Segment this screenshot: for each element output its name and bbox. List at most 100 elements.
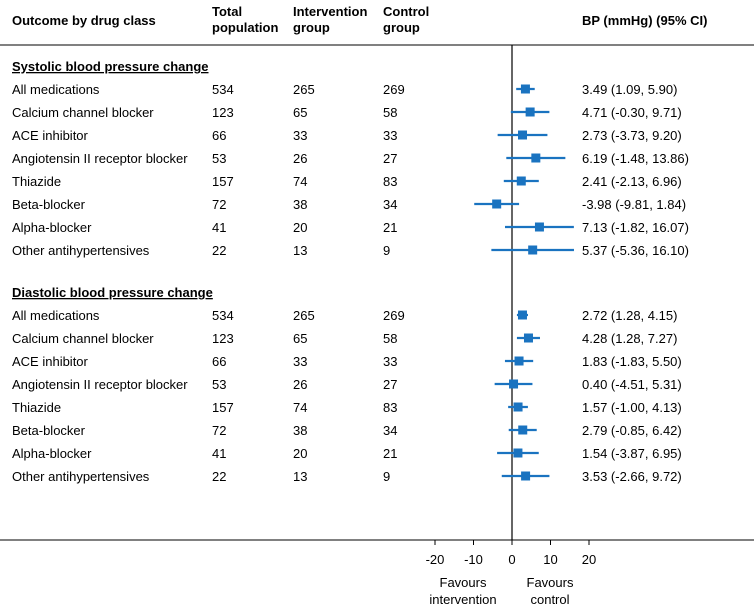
row-total: 157 xyxy=(212,174,234,189)
row-ci-text: 2.79 (-0.85, 6.42) xyxy=(582,423,682,438)
row-label: Angiotensin II receptor blocker xyxy=(12,151,188,166)
header-ci: BP (mmHg) (95% CI) xyxy=(582,13,707,28)
row-control: 34 xyxy=(383,423,397,438)
forest-row: Calcium channel blocker 123 65 58 4.71 (-0.3… xyxy=(12,105,682,120)
x-axis-ticks: -20 -10 0 10 20 xyxy=(426,540,596,567)
row-total: 157 xyxy=(212,400,234,415)
row-label: Alpha-blocker xyxy=(12,220,92,235)
row-total: 123 xyxy=(212,105,234,120)
row-label: Angiotensin II receptor blocker xyxy=(12,377,188,392)
row-label: Thiazide xyxy=(12,174,61,189)
row-control: 33 xyxy=(383,128,397,143)
row-total: 534 xyxy=(212,82,234,97)
row-total: 22 xyxy=(212,469,226,484)
favours-intervention-line2: intervention xyxy=(429,592,496,607)
row-control: 21 xyxy=(383,220,397,235)
row-ci-text: 1.54 (-3.87, 6.95) xyxy=(582,446,682,461)
favours-control-line1: Favours xyxy=(527,575,574,590)
row-ci-text: 3.53 (-2.66, 9.72) xyxy=(582,469,682,484)
row-intervention: 20 xyxy=(293,446,307,461)
row-ci-text: 1.83 (-1.83, 5.50) xyxy=(582,354,682,369)
x-tick-label: 0 xyxy=(508,552,515,567)
header-intervention-line2: group xyxy=(293,20,330,35)
forest-row: Thiazide 157 74 83 1.57 (-1.00, 4.13) xyxy=(12,400,682,415)
point-estimate-marker xyxy=(513,448,523,458)
row-ci-text: 4.28 (1.28, 7.27) xyxy=(582,331,677,346)
row-control: 269 xyxy=(383,82,405,97)
row-intervention: 65 xyxy=(293,105,307,120)
point-estimate-marker xyxy=(492,199,502,209)
row-label: All medications xyxy=(12,308,100,323)
point-estimate-marker xyxy=(525,107,535,117)
point-estimate-marker xyxy=(531,153,541,163)
point-estimate-marker xyxy=(513,402,523,412)
point-estimate-marker xyxy=(528,245,538,255)
row-total: 66 xyxy=(212,128,226,143)
row-label: Thiazide xyxy=(12,400,61,415)
forest-row: Alpha-blocker 41 20 21 1.54 (-3.87, 6.95) xyxy=(12,446,682,461)
row-label: Calcium channel blocker xyxy=(12,105,154,120)
row-control: 34 xyxy=(383,197,397,212)
forest-row: Angiotensin II receptor blocker 53 26 27 0.4… xyxy=(12,377,682,392)
row-intervention: 26 xyxy=(293,151,307,166)
header-total-line1: Total xyxy=(212,4,242,19)
row-ci-text: 0.40 (-4.51, 5.31) xyxy=(582,377,682,392)
point-estimate-marker xyxy=(521,471,531,481)
row-ci-text: 3.49 (1.09, 5.90) xyxy=(582,82,677,97)
point-estimate-marker xyxy=(518,425,528,435)
row-control: 9 xyxy=(383,243,390,258)
row-control: 83 xyxy=(383,400,397,415)
point-estimate-marker xyxy=(518,130,528,140)
favours-intervention-line1: Favours xyxy=(440,575,487,590)
row-intervention: 33 xyxy=(293,128,307,143)
row-total: 72 xyxy=(212,423,226,438)
row-control: 27 xyxy=(383,377,397,392)
row-intervention: 13 xyxy=(293,469,307,484)
row-ci-text: 4.71 (-0.30, 9.71) xyxy=(582,105,682,120)
forest-row: Other antihypertensives 22 13 9 5.37 (-5.36,… xyxy=(12,243,689,258)
row-total: 534 xyxy=(212,308,234,323)
header-control-line2: group xyxy=(383,20,420,35)
row-ci-text: 1.57 (-1.00, 4.13) xyxy=(582,400,682,415)
row-total: 41 xyxy=(212,446,226,461)
row-label: Other antihypertensives xyxy=(12,243,150,258)
row-intervention: 265 xyxy=(293,82,315,97)
forest-row: Beta-blocker 72 38 34 2.79 (-0.85, 6.42) xyxy=(12,423,682,438)
row-control: 33 xyxy=(383,354,397,369)
row-intervention: 20 xyxy=(293,220,307,235)
row-intervention: 265 xyxy=(293,308,315,323)
row-control: 9 xyxy=(383,469,390,484)
row-ci-text: 7.13 (-1.82, 16.07) xyxy=(582,220,689,235)
row-total: 123 xyxy=(212,331,234,346)
row-label: Alpha-blocker xyxy=(12,446,92,461)
row-total: 72 xyxy=(212,197,226,212)
row-intervention: 13 xyxy=(293,243,307,258)
point-estimate-marker xyxy=(534,222,544,232)
row-ci-text: -3.98 (-9.81, 1.84) xyxy=(582,197,686,212)
forest-row: Thiazide 157 74 83 2.41 (-2.13, 6.96) xyxy=(12,174,682,189)
forest-row: ACE inhibitor 66 33 33 2.73 (-3.73, 9.20) xyxy=(12,128,682,143)
row-intervention: 65 xyxy=(293,331,307,346)
row-total: 53 xyxy=(212,377,226,392)
row-label: Beta-blocker xyxy=(12,423,86,438)
forest-row: All medications 534 265 269 3.49 (1.09, 5.90… xyxy=(12,82,677,97)
row-control: 21 xyxy=(383,446,397,461)
header-total-line2: population xyxy=(212,20,278,35)
row-total: 66 xyxy=(212,354,226,369)
section-title: Systolic blood pressure change xyxy=(12,59,209,74)
point-estimate-marker xyxy=(509,379,519,389)
favours-control-line2: control xyxy=(530,592,569,607)
row-intervention: 38 xyxy=(293,423,307,438)
forest-row: Beta-blocker 72 38 34 -3.98 (-9.81, 1.84) xyxy=(12,197,686,212)
forest-row: Calcium channel blocker 123 65 58 4.28 (1.28… xyxy=(12,331,677,346)
row-intervention: 26 xyxy=(293,377,307,392)
row-label: All medications xyxy=(12,82,100,97)
row-control: 269 xyxy=(383,308,405,323)
x-tick-label: 10 xyxy=(543,552,557,567)
row-label: Other antihypertensives xyxy=(12,469,150,484)
row-ci-text: 2.73 (-3.73, 9.20) xyxy=(582,128,682,143)
row-ci-text: 2.72 (1.28, 4.15) xyxy=(582,308,677,323)
row-ci-text: 5.37 (-5.36, 16.10) xyxy=(582,243,689,258)
row-total: 41 xyxy=(212,220,226,235)
row-label: ACE inhibitor xyxy=(12,128,89,143)
